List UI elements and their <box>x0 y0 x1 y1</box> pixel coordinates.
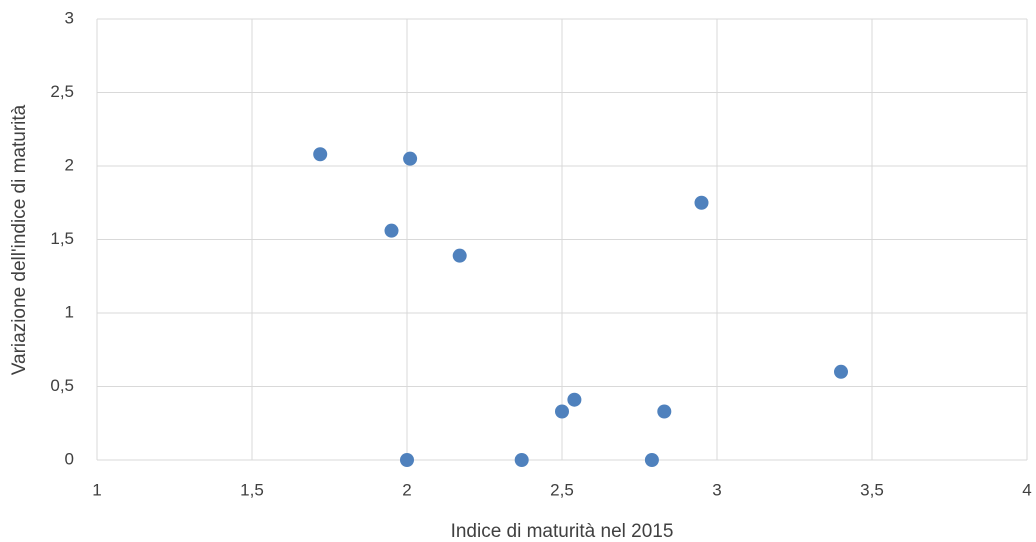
y-tick-label: 2 <box>65 155 74 174</box>
point <box>555 404 569 419</box>
x-tick-label: 3 <box>712 480 721 499</box>
point <box>657 404 672 419</box>
y-axis-title: Variazione dell'indice di maturità <box>9 104 30 375</box>
point <box>452 248 467 263</box>
x-tick-label: 4 <box>1022 480 1031 499</box>
point <box>400 453 414 467</box>
point <box>514 453 529 467</box>
point <box>694 195 709 210</box>
x-tick-label: 1,5 <box>240 480 264 499</box>
point <box>567 392 582 407</box>
y-tick-label: 3 <box>65 8 74 27</box>
x-tick-label: 3,5 <box>860 480 884 499</box>
y-tick-label: 1,5 <box>50 229 74 248</box>
y-tick-label: 0,5 <box>50 376 74 395</box>
x-tick-label: 2 <box>402 480 411 499</box>
point <box>834 364 848 379</box>
x-axis-title: Indice di maturità nel 2015 <box>451 521 674 542</box>
point <box>313 147 328 162</box>
point <box>403 151 418 166</box>
y-tick-label: 2,5 <box>50 82 74 101</box>
y-tick-label: 0 <box>65 449 74 468</box>
x-tick-label: 1 <box>92 480 101 499</box>
x-tick-label: 2,5 <box>550 480 574 499</box>
point <box>384 223 399 238</box>
point <box>644 453 659 467</box>
y-tick-label: 1 <box>65 302 74 321</box>
